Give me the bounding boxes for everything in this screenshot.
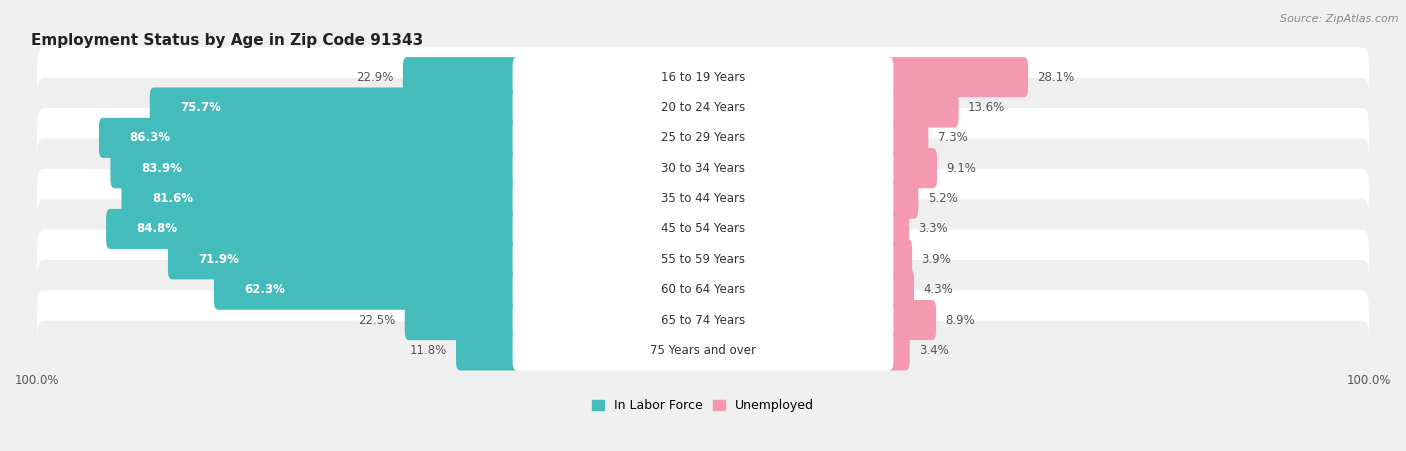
Text: 13.6%: 13.6% [967, 101, 1005, 114]
FancyBboxPatch shape [886, 300, 936, 340]
Text: 75.7%: 75.7% [180, 101, 221, 114]
FancyBboxPatch shape [37, 108, 1369, 168]
FancyBboxPatch shape [37, 47, 1369, 107]
FancyBboxPatch shape [167, 239, 520, 279]
FancyBboxPatch shape [886, 148, 936, 188]
Text: 28.1%: 28.1% [1038, 71, 1074, 83]
Text: 84.8%: 84.8% [136, 222, 179, 235]
FancyBboxPatch shape [405, 300, 520, 340]
Text: 83.9%: 83.9% [141, 162, 181, 175]
FancyBboxPatch shape [513, 300, 893, 340]
FancyBboxPatch shape [214, 270, 520, 310]
FancyBboxPatch shape [886, 331, 910, 370]
Text: 11.8%: 11.8% [409, 344, 447, 357]
FancyBboxPatch shape [37, 138, 1369, 198]
Text: 75 Years and over: 75 Years and over [650, 344, 756, 357]
FancyBboxPatch shape [37, 290, 1369, 350]
FancyBboxPatch shape [513, 118, 893, 158]
FancyBboxPatch shape [121, 179, 520, 219]
FancyBboxPatch shape [98, 118, 520, 158]
Text: 7.3%: 7.3% [938, 131, 967, 144]
FancyBboxPatch shape [456, 331, 520, 370]
FancyBboxPatch shape [37, 321, 1369, 380]
Text: 62.3%: 62.3% [245, 283, 285, 296]
FancyBboxPatch shape [513, 209, 893, 249]
Text: 3.4%: 3.4% [920, 344, 949, 357]
Text: 25 to 29 Years: 25 to 29 Years [661, 131, 745, 144]
Legend: In Labor Force, Unemployed: In Labor Force, Unemployed [592, 399, 814, 412]
Text: 20 to 24 Years: 20 to 24 Years [661, 101, 745, 114]
FancyBboxPatch shape [513, 331, 893, 370]
Text: 22.9%: 22.9% [356, 71, 394, 83]
Text: 8.9%: 8.9% [945, 313, 976, 327]
Text: 86.3%: 86.3% [129, 131, 170, 144]
Text: 65 to 74 Years: 65 to 74 Years [661, 313, 745, 327]
FancyBboxPatch shape [37, 230, 1369, 289]
FancyBboxPatch shape [37, 199, 1369, 259]
FancyBboxPatch shape [105, 209, 520, 249]
FancyBboxPatch shape [513, 57, 893, 97]
Text: 81.6%: 81.6% [152, 192, 193, 205]
FancyBboxPatch shape [513, 179, 893, 219]
FancyBboxPatch shape [886, 179, 918, 219]
FancyBboxPatch shape [886, 87, 959, 128]
FancyBboxPatch shape [513, 270, 893, 310]
FancyBboxPatch shape [513, 148, 893, 188]
FancyBboxPatch shape [886, 57, 1028, 97]
FancyBboxPatch shape [886, 118, 928, 158]
Text: 71.9%: 71.9% [198, 253, 239, 266]
Text: 16 to 19 Years: 16 to 19 Years [661, 71, 745, 83]
FancyBboxPatch shape [37, 260, 1369, 319]
FancyBboxPatch shape [513, 87, 893, 128]
FancyBboxPatch shape [37, 78, 1369, 137]
Text: 22.5%: 22.5% [359, 313, 395, 327]
Text: 3.3%: 3.3% [918, 222, 948, 235]
Text: Source: ZipAtlas.com: Source: ZipAtlas.com [1281, 14, 1399, 23]
Text: 35 to 44 Years: 35 to 44 Years [661, 192, 745, 205]
Text: 60 to 64 Years: 60 to 64 Years [661, 283, 745, 296]
Text: 9.1%: 9.1% [946, 162, 976, 175]
FancyBboxPatch shape [37, 169, 1369, 228]
Text: 30 to 34 Years: 30 to 34 Years [661, 162, 745, 175]
Text: 55 to 59 Years: 55 to 59 Years [661, 253, 745, 266]
Text: 3.9%: 3.9% [921, 253, 952, 266]
FancyBboxPatch shape [149, 87, 520, 128]
Text: 5.2%: 5.2% [928, 192, 957, 205]
FancyBboxPatch shape [513, 239, 893, 279]
FancyBboxPatch shape [886, 209, 910, 249]
Text: Employment Status by Age in Zip Code 91343: Employment Status by Age in Zip Code 913… [31, 33, 423, 48]
FancyBboxPatch shape [886, 239, 912, 279]
FancyBboxPatch shape [886, 270, 914, 310]
Text: 45 to 54 Years: 45 to 54 Years [661, 222, 745, 235]
FancyBboxPatch shape [404, 57, 520, 97]
Text: 4.3%: 4.3% [924, 283, 953, 296]
FancyBboxPatch shape [111, 148, 520, 188]
